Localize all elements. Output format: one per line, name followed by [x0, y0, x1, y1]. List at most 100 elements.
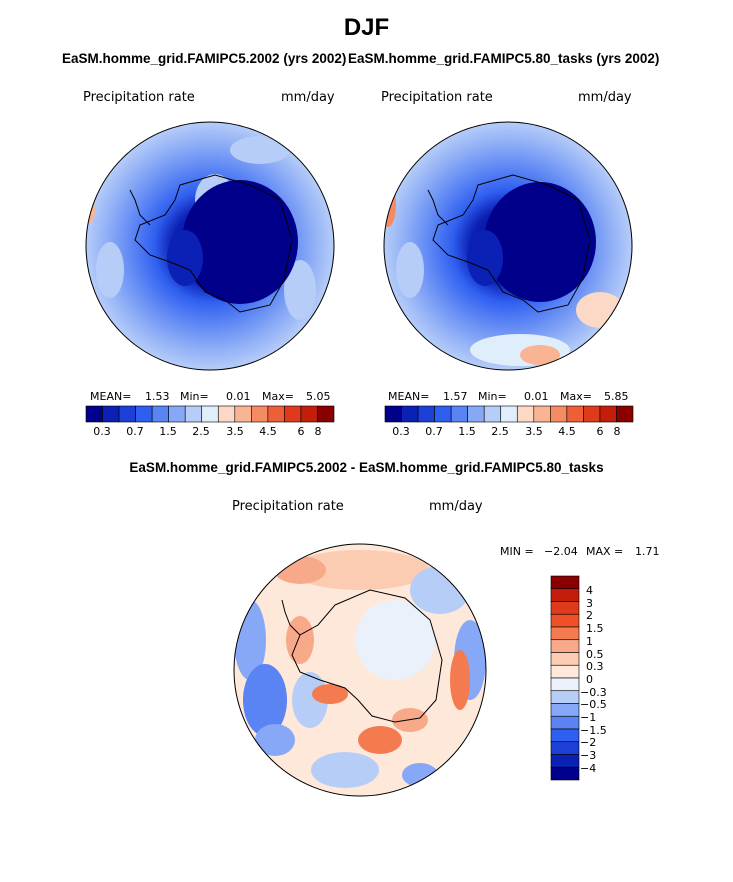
- colorbar-swatch: [550, 613, 580, 628]
- colorbar-swatch: [135, 405, 153, 423]
- colorbar-swatch: [434, 405, 452, 423]
- panel1-tick: 1.5: [159, 425, 177, 438]
- colorbar-swatch: [251, 405, 269, 423]
- panel1-tick: 6: [297, 425, 305, 438]
- panel1-title: EaSM.homme_grid.FAMIPC5.2002 (yrs 2002): [62, 51, 347, 66]
- panel3-tick: −3: [580, 749, 597, 762]
- panel3-tick: −0.5: [580, 698, 607, 711]
- colorbar-swatch: [616, 405, 634, 423]
- panel3-max: 1.71: [635, 545, 660, 558]
- colorbar-swatch: [417, 405, 435, 423]
- panel2-max: 5.85: [604, 390, 629, 403]
- colorbar-swatch: [599, 405, 617, 423]
- panel1-tick: 3.5: [226, 425, 244, 438]
- panel1-min: 0.01: [226, 390, 251, 403]
- panel2-tick: 3.5: [525, 425, 543, 438]
- colorbar-swatch: [234, 405, 252, 423]
- panel3-tick: 0.5: [586, 648, 604, 661]
- colorbar-swatch: [550, 690, 580, 704]
- panel1-tick: 8: [314, 425, 322, 438]
- panel2-mean-label: MEAN=: [388, 390, 430, 403]
- panel3-tick: 0.3: [586, 660, 604, 673]
- panel2-min-label: Min=: [478, 390, 507, 403]
- panel3-tick: −2: [580, 736, 597, 749]
- panel3-title: EaSM.homme_grid.FAMIPC5.2002 - EaSM.homm…: [129, 460, 604, 475]
- colorbar-swatch: [550, 652, 580, 666]
- colorbar-swatch: [201, 405, 219, 423]
- panel3-tick: 0: [586, 673, 593, 686]
- panel1-min-label: Min=: [180, 390, 209, 403]
- colorbar-swatch: [300, 405, 318, 423]
- panel3-tick: 1: [586, 635, 593, 648]
- panel2-tick: 8: [613, 425, 621, 438]
- panel1-mean: 1.53: [145, 390, 170, 403]
- panel2-min: 0.01: [524, 390, 549, 403]
- panel1-tick: 4.5: [259, 425, 277, 438]
- colorbar-swatch: [284, 405, 302, 423]
- panel2-tick: 0.7: [425, 425, 443, 438]
- colorbar-swatch: [151, 405, 169, 423]
- panel1-units: mm/day: [281, 90, 335, 105]
- panel2-max-label: Max=: [560, 390, 592, 403]
- panel3-tick: −1: [580, 711, 597, 724]
- colorbar-swatch: [550, 677, 580, 692]
- colorbar-swatch: [102, 405, 120, 423]
- colorbar-swatch: [217, 405, 236, 423]
- colorbar-swatch: [550, 664, 580, 679]
- panel2-tick: 1.5: [458, 425, 476, 438]
- panel2-tick: 6: [596, 425, 604, 438]
- panel3-min: −2.04: [544, 545, 578, 558]
- colorbar-swatch: [550, 766, 580, 781]
- panel3-tick: 4: [586, 584, 593, 597]
- panel1-max-label: Max=: [262, 390, 294, 403]
- panel1-tick: 0.7: [126, 425, 144, 438]
- panel1-max: 5.05: [306, 390, 331, 403]
- colorbar-swatch: [317, 405, 335, 423]
- panel3-variable: Precipitation rate: [232, 499, 344, 514]
- panel1-mean-label: MEAN=: [90, 390, 132, 403]
- panel3-min-label: MIN =: [500, 545, 534, 558]
- colorbar-swatch: [85, 405, 103, 423]
- colorbar-swatch: [384, 405, 402, 423]
- panel2-mean: 1.57: [443, 390, 468, 403]
- colorbar-swatch: [467, 405, 485, 423]
- colorbar-swatch: [550, 405, 568, 423]
- panel3-tick: 1.5: [586, 622, 604, 635]
- panel2-tick: 0.3: [392, 425, 410, 438]
- colorbar-swatch: [550, 601, 580, 615]
- colorbar-swatch: [401, 405, 419, 423]
- colorbar-swatch: [168, 405, 186, 423]
- colorbar-swatch: [550, 575, 580, 590]
- colorbar-swatch: [533, 405, 551, 423]
- panel2-tick: 2.5: [491, 425, 509, 438]
- panel2-variable: Precipitation rate: [381, 90, 493, 105]
- colorbar-swatch: [500, 405, 518, 423]
- colorbar-swatch: [118, 405, 136, 423]
- colorbar-swatch: [516, 405, 535, 423]
- colorbar-swatch: [450, 405, 468, 423]
- colorbar-swatch: [550, 715, 580, 730]
- panel2-title: EaSM.homme_grid.FAMIPC5.80_tasks (yrs 20…: [348, 51, 660, 66]
- colorbar-swatch: [550, 588, 580, 602]
- colorbar-swatch: [184, 405, 203, 423]
- panel1-tick: 0.3: [93, 425, 111, 438]
- colorbar-swatch: [566, 405, 584, 423]
- colorbar-swatch: [550, 728, 580, 743]
- panel3-tick: −4: [580, 762, 597, 775]
- colorbar-swatch: [483, 405, 502, 423]
- panel3-max-label: MAX =: [586, 545, 624, 558]
- panel3-tick: −0.3: [580, 686, 607, 699]
- panel3-tick: 2: [586, 609, 593, 622]
- panel3-tick: 3: [586, 597, 593, 610]
- colorbar-swatch: [550, 626, 580, 641]
- colorbar-swatch: [583, 405, 601, 423]
- colorbar-swatch: [550, 639, 580, 653]
- colorbar-swatch: [550, 754, 580, 768]
- main-title: DJF: [343, 14, 390, 41]
- panel3-colorbar: [550, 575, 580, 781]
- panel2-tick: 4.5: [558, 425, 576, 438]
- colorbar-swatch: [550, 741, 580, 755]
